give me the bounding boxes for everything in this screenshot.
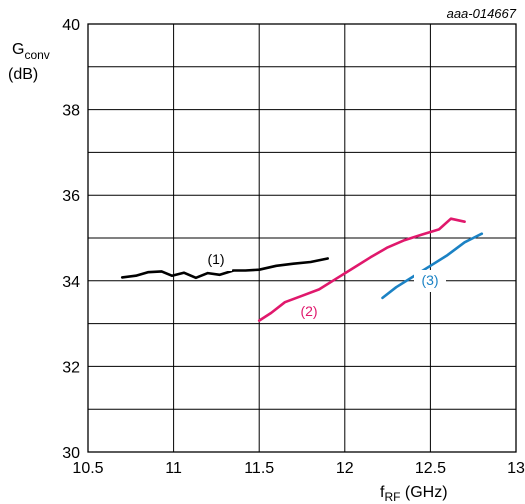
y-tick-label: 40 — [62, 17, 80, 34]
y-tick-label: 38 — [62, 103, 80, 120]
plot-frame — [87, 23, 517, 453]
y-axis-label-main: G — [12, 41, 24, 58]
y-tick-label: 36 — [62, 188, 80, 205]
series-group — [120, 217, 484, 322]
x-axis-label-sub: RF — [384, 490, 400, 504]
series-labels: (1) (2) (3) — [200, 249, 446, 319]
x-tick-label: 12 — [336, 460, 354, 477]
x-tick-label: 13 — [507, 460, 525, 477]
y-axis-ticks: 30 32 34 36 38 40 — [62, 17, 80, 462]
y-axis-label: Gconv — [12, 41, 50, 62]
x-axis-label: fRF (GHz) — [380, 484, 448, 504]
series-label-2: (2) — [300, 303, 317, 319]
x-axis-label-unit: (GHz) — [400, 484, 447, 501]
series-label-1: (1) — [207, 251, 224, 267]
x-tick-label: 11.5 — [244, 460, 274, 477]
series-line-3 — [381, 232, 484, 300]
y-axis-unit: (dB) — [8, 66, 38, 83]
y-tick-label: 30 — [62, 445, 80, 462]
x-tick-label: 10.5 — [72, 460, 103, 477]
x-axis-label-main: f — [380, 484, 385, 501]
y-tick-label: 32 — [62, 359, 80, 376]
y-axis-label-sub: conv — [24, 48, 49, 62]
grid-lines — [88, 24, 516, 452]
series-line-2 — [257, 217, 466, 322]
x-tick-label: 11 — [165, 460, 182, 477]
y-tick-label: 34 — [62, 274, 80, 291]
x-tick-label: 12.5 — [415, 460, 446, 477]
x-axis-ticks: 10.5 11 11.5 12 12.5 13 — [72, 460, 525, 477]
figure-id: aaa-014667 — [447, 6, 517, 21]
series-line-1 — [120, 257, 330, 280]
series-label-3: (3) — [421, 272, 438, 288]
